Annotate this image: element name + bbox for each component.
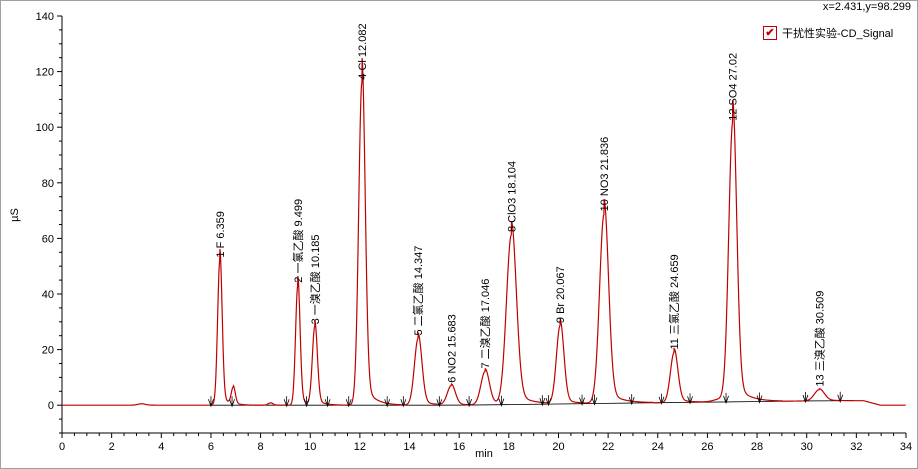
baseline-marker-arrow: [687, 396, 693, 405]
x-tick-label: 2: [109, 441, 115, 453]
x-tick-label: 24: [652, 441, 664, 453]
peak-label: 10 NO3 21.836: [599, 137, 611, 212]
y-tick-label: 0: [48, 400, 54, 412]
x-axis-label: min: [475, 448, 493, 460]
baseline-marker-arrow: [345, 399, 352, 408]
x-tick-label: 20: [552, 441, 564, 453]
peak-label: 2 一氯乙酸 9.499: [291, 199, 305, 283]
x-tick-label: 28: [751, 441, 763, 453]
baseline-marker-arrow: [756, 395, 763, 404]
x-tick-label: 34: [900, 441, 912, 453]
x-tick-label: 12: [354, 441, 366, 453]
baseline-marker-arrow: [628, 396, 635, 406]
peak-label: 6 NO2 15.683: [446, 314, 458, 383]
baseline-marker-arrow: [324, 399, 331, 408]
peak-label: 11 三氯乙酸 24.659: [667, 254, 681, 349]
baseline-marker-arrow: [658, 396, 665, 405]
peak-label: 4 Cl 12.082: [357, 23, 369, 79]
x-tick-label: 6: [208, 441, 214, 453]
baseline-marker-arrow: [466, 398, 472, 408]
y-tick-label: 60: [42, 233, 54, 245]
integration-baseline: [210, 400, 841, 406]
peak-label: 3 一溴乙酸 10.185: [308, 235, 322, 325]
legend-checkbox[interactable]: ✔: [763, 26, 777, 40]
y-tick-label: 20: [42, 345, 54, 357]
baseline-marker-arrow: [579, 397, 585, 406]
legend-label: 干扰性实验-CD_Signal: [782, 28, 894, 40]
x-tick-label: 26: [701, 441, 713, 453]
x-tick-label: 0: [59, 441, 65, 453]
x-tick-label: 8: [258, 441, 264, 453]
peak-label: 5 二氯乙酸 14.347: [411, 246, 425, 336]
y-tick-label: 100: [36, 122, 54, 134]
y-tick-label: 80: [42, 178, 54, 190]
baseline-marker-arrow: [539, 398, 546, 407]
signal-trace: [62, 57, 906, 406]
baseline-marker-arrow: [384, 399, 391, 408]
baseline-markers: [208, 391, 844, 408]
x-tick-label: 32: [850, 441, 862, 453]
y-tick-label: 40: [42, 289, 54, 301]
y-axis-label: µS: [9, 208, 21, 222]
baseline-marker-arrow: [400, 399, 407, 408]
x-tick-label: 4: [158, 441, 164, 453]
y-tick-label: 120: [36, 67, 54, 79]
y-tick-label: 140: [36, 11, 54, 23]
chart-legend[interactable]: ✔ 干扰性实验-CD_Signal: [763, 25, 893, 41]
peak-label: 9 Br 20.067: [555, 266, 567, 323]
peak-labels: 1 F 6.359 2 一氯乙酸 9.499 3 一溴乙酸 10.185 4 Cl 1…: [215, 23, 826, 386]
baseline-marker-arrow: [283, 399, 290, 408]
x-tick-label: 18: [503, 441, 515, 453]
peak-label: 7 二溴乙酸 17.046: [478, 279, 492, 369]
x-tick-label: 10: [304, 441, 316, 453]
baseline-marker-arrow: [545, 397, 552, 407]
baseline-marker-arrow: [837, 394, 844, 403]
baseline-marker-arrow: [498, 398, 505, 407]
x-tick-label: 22: [602, 441, 614, 453]
baseline-segment: [501, 403, 543, 406]
cursor-readout: x=2.431,y=98.299: [822, 1, 911, 13]
baseline-marker-arrow: [802, 394, 809, 404]
baseline-marker-arrow: [591, 397, 598, 406]
peak-label: 1 F 6.359: [215, 211, 227, 257]
x-tick-label: 16: [453, 441, 465, 453]
peak-label: 13 三溴乙酸 30.509: [812, 291, 826, 387]
x-tick-label: 14: [403, 441, 415, 453]
baseline-marker-arrow: [208, 399, 214, 408]
axes: 0 2 4 6 8 10 12 14 16 18 20 22 24 26 28 30 32 34020406080…: [36, 11, 912, 453]
peak-label: 8 ClO3 18.104: [506, 161, 518, 232]
baseline-marker-arrow: [723, 395, 729, 405]
baseline-marker-arrow: [303, 399, 310, 408]
baseline-marker-arrow: [229, 399, 235, 408]
peak-label: 12 SO4 27.02: [728, 53, 740, 121]
baseline-marker-arrow: [436, 399, 443, 408]
x-tick-label: 30: [801, 441, 813, 453]
